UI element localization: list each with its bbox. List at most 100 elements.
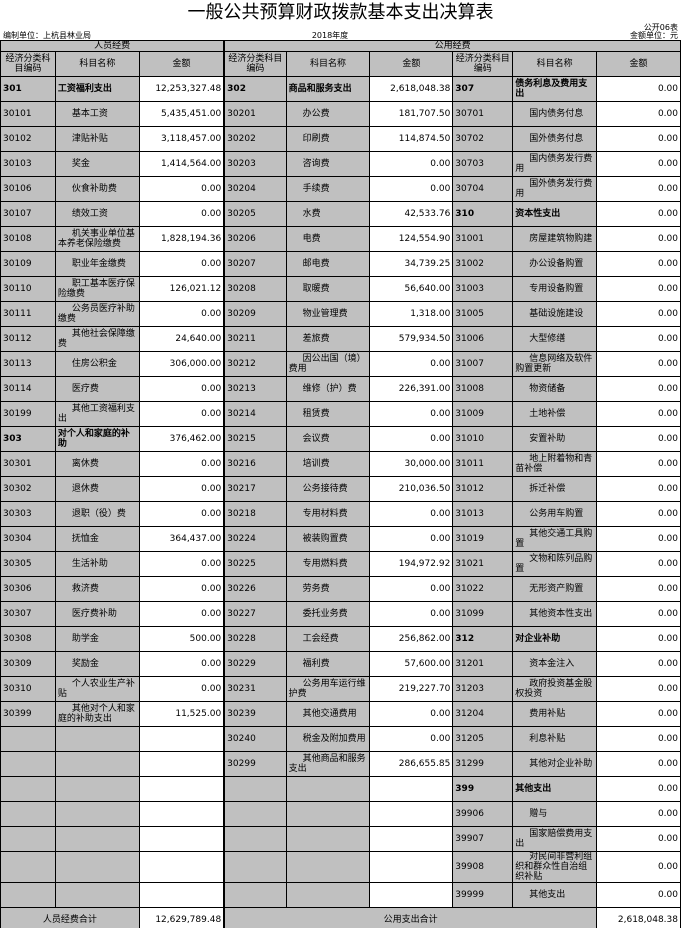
expenditure-table: 人员经费 公用经费 经济分类科目编码 科目名称 金额 经济分类科目编码 科目名称 金额 经济… <box>0 40 681 928</box>
right-name-cell: 资本金注入 <box>512 651 597 677</box>
middle-code-cell: 30218 <box>223 501 287 527</box>
personnel-total-label: 人员经费合计 <box>0 907 140 928</box>
left-name-cell: 津贴补贴 <box>54 126 140 152</box>
right-amount-cell: 0.00 <box>596 501 681 527</box>
right-name-cell: 利息补贴 <box>512 726 597 752</box>
right-code-cell: 31006 <box>452 326 514 352</box>
table-row: 303 对个人和家庭的补助 376,462.00 30215 会议费 0.00 31010 安… <box>0 426 681 452</box>
right-amount-cell: 0.00 <box>596 451 681 477</box>
middle-code-cell: 30216 <box>223 451 287 477</box>
left-name-cell: 奖金 <box>54 151 140 177</box>
middle-amount-cell <box>369 776 454 802</box>
middle-code-cell: 30228 <box>223 626 287 652</box>
personnel-total-value: 12,629,789.48 <box>138 907 225 928</box>
right-code-cell: 307 <box>452 76 514 102</box>
right-amount-cell: 0.00 <box>596 276 681 302</box>
middle-name-cell: 工会经费 <box>285 626 371 652</box>
table-row: 301 工资福利支出 12,253,327.48 302 商品和服务支出 2,618,04… <box>0 76 681 102</box>
left-name-cell <box>54 801 140 827</box>
right-name-cell: 国外债务发行费用 <box>512 176 597 202</box>
table-row: 30240 税金及附加费用 0.00 31205 利息补贴 0.00 <box>0 726 681 752</box>
public-total-value: 2,618,048.38 <box>596 907 681 928</box>
section-public: 公用经费 <box>223 40 681 52</box>
middle-amount-cell: 210,036.50 <box>369 476 454 502</box>
middle-amount-cell: 124,554.90 <box>369 226 454 252</box>
left-code-cell: 30101 <box>0 101 56 127</box>
middle-code-cell: 30202 <box>223 126 287 152</box>
right-name-cell: 政府投资基金股权投资 <box>512 676 597 702</box>
left-name-cell <box>54 851 140 883</box>
left-code-cell <box>0 726 56 752</box>
left-amount-cell: 126,021.12 <box>138 276 225 302</box>
table-row: 30303 退职（役）费 0.00 30218 专用材料费 0.00 31013 公务用车购置… <box>0 501 681 527</box>
right-amount-cell: 0.00 <box>596 651 681 677</box>
right-amount-cell: 0.00 <box>596 776 681 802</box>
table-row: 30102 津贴补贴 3,118,457.00 30202 印刷费 114,874.50 3… <box>0 126 681 152</box>
middle-name-cell: 咨询费 <box>285 151 371 177</box>
table-row: 30299 其他商品和服务支出 286,655.85 31299 其他对企业补助 0.00 <box>0 751 681 777</box>
middle-name-cell: 专用材料费 <box>285 501 371 527</box>
middle-name-cell: 商品和服务支出 <box>285 76 371 102</box>
left-code-cell: 30112 <box>0 326 56 352</box>
middle-amount-cell: 579,934.50 <box>369 326 454 352</box>
right-name-cell: 国外债务付息 <box>512 126 597 152</box>
middle-code-cell: 30227 <box>223 601 287 627</box>
table-row: 30108 机关事业单位基本养老保险缴费 1,828,194.36 30206 电费 12… <box>0 226 681 252</box>
right-name-cell: 其他支出 <box>512 776 597 802</box>
right-code-cell: 31008 <box>452 376 514 402</box>
right-amount-cell: 0.00 <box>596 526 681 552</box>
right-name-cell: 信息网络及软件购置更新 <box>512 351 597 377</box>
left-name-cell: 其他对个人和家庭的补助支出 <box>54 701 140 727</box>
left-name-cell: 职业年金缴费 <box>54 251 140 277</box>
right-code-cell: 39906 <box>452 801 514 827</box>
table-row: 30302 退休费 0.00 30217 公务接待费 210,036.50 31012 拆迁补… <box>0 476 681 502</box>
left-name-cell: 离休费 <box>54 451 140 477</box>
table-row: 30107 绩效工资 0.00 30205 水费 42,533.76 310 资本性支出 0.0… <box>0 201 681 227</box>
left-amount-cell: 376,462.00 <box>138 426 225 452</box>
left-name-cell: 职工基本医疗保险缴费 <box>54 276 140 302</box>
column-header-code: 经济分类科目编码 <box>0 51 56 77</box>
right-code-cell: 31205 <box>452 726 514 752</box>
left-code-cell <box>0 851 56 883</box>
left-name-cell <box>54 751 140 777</box>
middle-name-cell <box>285 801 371 827</box>
right-name-cell: 国内债务付息 <box>512 101 597 127</box>
right-code-cell: 31021 <box>452 551 514 577</box>
middle-name-cell: 维修（护）费 <box>285 376 371 402</box>
right-code-cell: 30702 <box>452 126 514 152</box>
left-amount-cell <box>138 751 225 777</box>
left-code-cell: 30111 <box>0 301 56 327</box>
middle-amount-cell: 30,000.00 <box>369 451 454 477</box>
middle-name-cell: 办公费 <box>285 101 371 127</box>
right-code-cell: 31203 <box>452 676 514 702</box>
right-amount-cell: 0.00 <box>596 851 681 883</box>
left-amount-cell: 0.00 <box>138 576 225 602</box>
left-code-cell: 30109 <box>0 251 56 277</box>
middle-name-cell: 税金及附加费用 <box>285 726 371 752</box>
right-code-cell: 31022 <box>452 576 514 602</box>
left-name-cell: 住房公积金 <box>54 351 140 377</box>
public-total-label: 公用支出合计 <box>223 907 598 928</box>
right-code-cell: 31299 <box>452 751 514 777</box>
right-amount-cell: 0.00 <box>596 101 681 127</box>
left-code-cell: 30107 <box>0 201 56 227</box>
right-amount-cell: 0.00 <box>596 301 681 327</box>
right-name-cell: 对企业补助 <box>512 626 597 652</box>
left-code-cell: 30114 <box>0 376 56 402</box>
table-row: 30112 其他社会保障缴费 24,640.00 30211 差旅费 579,934.50… <box>0 326 681 352</box>
left-code-cell: 30307 <box>0 601 56 627</box>
middle-amount-cell: 0.00 <box>369 151 454 177</box>
middle-name-cell: 电费 <box>285 226 371 252</box>
section-personnel: 人员经费 <box>0 40 225 52</box>
right-code-cell: 31010 <box>452 426 514 452</box>
left-amount-cell: 0.00 <box>138 551 225 577</box>
left-code-cell: 30103 <box>0 151 56 177</box>
left-name-cell: 救济费 <box>54 576 140 602</box>
right-name-cell: 国家赔偿费用支出 <box>512 826 597 852</box>
middle-amount-cell: 0.00 <box>369 426 454 452</box>
left-code-cell: 30302 <box>0 476 56 502</box>
right-code-cell: 31001 <box>452 226 514 252</box>
left-code-cell: 303 <box>0 426 56 452</box>
left-name-cell: 机关事业单位基本养老保险缴费 <box>54 226 140 252</box>
table-row: 30114 医疗费 0.00 30213 维修（护）费 226,391.00 31008 物资… <box>0 376 681 402</box>
